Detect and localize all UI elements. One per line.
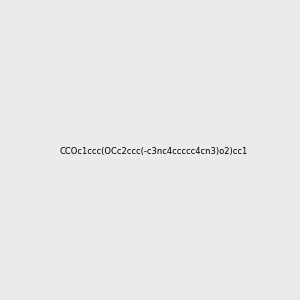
Text: CCOc1ccc(OCc2ccc(-c3nc4ccccc4cn3)o2)cc1: CCOc1ccc(OCc2ccc(-c3nc4ccccc4cn3)o2)cc1	[60, 147, 248, 156]
